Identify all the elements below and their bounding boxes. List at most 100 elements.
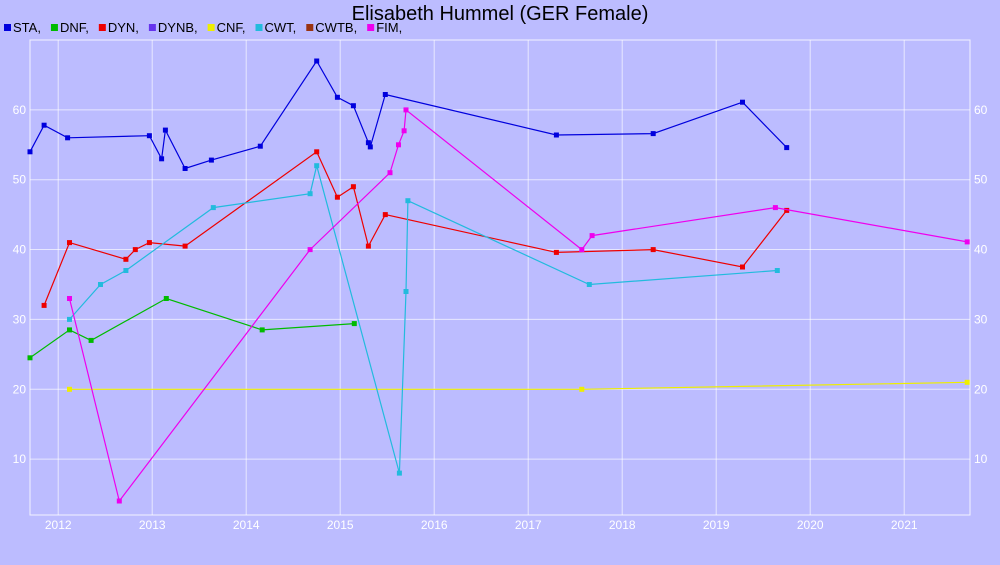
series-group: [41, 149, 790, 308]
data-point: [553, 132, 559, 138]
data-point: [314, 58, 320, 64]
x-axis: 2012 2013 2014 2015 2016 2017 2018 2019 2020 2021: [45, 518, 918, 532]
data-point: [123, 268, 129, 273]
data-point: [146, 240, 152, 246]
y-tick-label-right: 60: [974, 103, 988, 117]
series-layer: [27, 58, 970, 504]
data-point: [182, 166, 188, 171]
data-point: [579, 247, 585, 253]
data-point: [162, 127, 168, 133]
plot-border: [29, 39, 971, 516]
data-point: [401, 128, 407, 134]
data-point: [123, 256, 129, 262]
data-point: [387, 170, 393, 176]
data-point: [772, 205, 778, 211]
x-tick-label: 2016: [421, 518, 448, 532]
data-point: [365, 140, 371, 146]
data-point: [351, 321, 357, 327]
x-tick-label: 2012: [45, 518, 72, 532]
data-point: [27, 149, 33, 155]
legend-label: CWT,: [265, 20, 297, 35]
data-point: [132, 247, 138, 253]
data-point: [589, 233, 595, 239]
data-point: [67, 386, 72, 392]
series-group: [67, 163, 780, 476]
legend-label: DNF,: [60, 20, 89, 35]
data-point: [257, 143, 263, 149]
data-point: [116, 498, 122, 504]
y-tick-label-left: 50: [13, 173, 27, 187]
series-group: [67, 107, 970, 504]
data-point: [307, 247, 313, 253]
data-point: [403, 107, 409, 113]
data-point: [67, 316, 72, 322]
legend-swatch: [98, 24, 106, 31]
legend-item: CNF,: [207, 20, 246, 35]
data-point: [964, 379, 970, 385]
data-point: [650, 131, 656, 137]
series-line: [68, 108, 968, 503]
y-tick-label-left: 40: [13, 243, 27, 257]
data-point: [405, 198, 411, 204]
legend-item: CWT,: [255, 20, 297, 35]
data-point: [67, 296, 72, 301]
series-group: [27, 58, 790, 171]
legend-label: FIM,: [376, 20, 402, 35]
data-point: [314, 149, 320, 155]
legend-label: CWTB,: [315, 20, 357, 35]
x-tick-label: 2021: [891, 518, 918, 532]
data-point: [65, 135, 71, 141]
data-point: [182, 243, 188, 249]
data-point: [334, 194, 340, 200]
data-point: [774, 268, 780, 273]
x-tick-label: 2013: [139, 518, 166, 532]
data-point: [259, 327, 265, 333]
y-tick-label-left: 60: [13, 103, 27, 117]
data-point: [382, 212, 388, 218]
data-point: [98, 282, 103, 287]
legend-item: DYNB,: [148, 20, 198, 35]
x-tick-label: 2017: [515, 518, 542, 532]
data-point: [579, 386, 585, 392]
y-tick-label-right: 50: [974, 173, 988, 187]
legend-item: FIM,: [367, 20, 402, 35]
data-point: [350, 184, 356, 190]
series-group: [27, 296, 357, 361]
series-line: [43, 150, 788, 306]
data-point: [334, 94, 340, 100]
data-point: [382, 92, 388, 97]
data-point: [146, 133, 152, 139]
legend: STA, DNF, DYN, DYNB, CNF, CWT, CWTB, FIM,: [4, 20, 402, 35]
data-point: [586, 282, 592, 287]
data-point: [208, 157, 214, 163]
legend-swatch: [306, 24, 314, 31]
data-point: [314, 163, 320, 169]
y-axis-left: 10 20 30 40 50 60: [13, 103, 27, 466]
legend-swatch: [148, 24, 156, 31]
data-point: [67, 240, 72, 246]
legend-swatch: [4, 24, 11, 31]
legend-label: DYN,: [108, 20, 139, 35]
y-tick-label-right: 40: [974, 243, 988, 257]
legend-swatch: [207, 24, 215, 31]
data-point: [784, 145, 790, 151]
y-tick-label-right: 30: [974, 312, 988, 326]
legend-swatch: [255, 24, 263, 31]
data-point: [88, 337, 94, 343]
y-axis-right: 10 20 30 40 50 60: [974, 103, 988, 466]
x-tick-label: 2014: [233, 518, 260, 532]
legend-item: DYN,: [98, 20, 139, 35]
x-tick-label: 2018: [609, 518, 636, 532]
data-point: [210, 205, 216, 211]
x-tick-label: 2020: [797, 518, 824, 532]
data-point: [396, 142, 401, 148]
x-tick-label: 2019: [703, 518, 730, 532]
data-point: [27, 355, 33, 361]
data-point: [650, 247, 656, 253]
series-line: [29, 59, 788, 170]
data-point: [740, 264, 745, 270]
series-group: [67, 379, 970, 392]
legend-label: CNF,: [217, 20, 246, 35]
grid: [30, 40, 970, 515]
